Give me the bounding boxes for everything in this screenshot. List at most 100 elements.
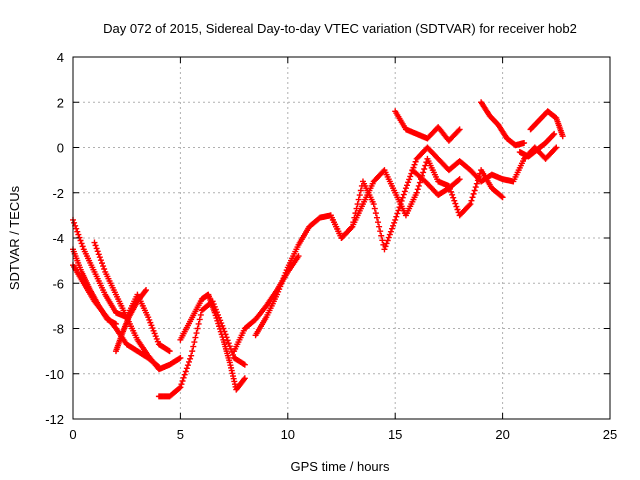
- data-point: [219, 334, 226, 341]
- series-track-4: [91, 239, 184, 373]
- series-track-1: [70, 216, 173, 355]
- data-point: [415, 182, 422, 189]
- series-track-5: [112, 287, 150, 355]
- data-point: [469, 194, 476, 201]
- data-point: [176, 385, 183, 392]
- data-point: [391, 219, 398, 226]
- data-point: [474, 177, 481, 184]
- data-point: [195, 320, 202, 327]
- data-point: [471, 187, 478, 194]
- data-point: [295, 253, 302, 260]
- data-point: [455, 177, 462, 184]
- data-point: [282, 269, 289, 276]
- data-point: [71, 219, 78, 226]
- data-point: [386, 231, 393, 238]
- data-point: [94, 248, 101, 255]
- data-point: [98, 260, 105, 267]
- data-point: [148, 322, 155, 329]
- data-point: [193, 330, 200, 337]
- data-point: [455, 127, 462, 134]
- data-point: [373, 214, 380, 221]
- data-point: [187, 355, 194, 362]
- data-point: [456, 126, 463, 133]
- data-point: [475, 173, 482, 180]
- data-point: [190, 343, 197, 350]
- data-point: [370, 201, 377, 208]
- data-point: [405, 179, 412, 186]
- data-point: [212, 312, 219, 319]
- data-point: [412, 158, 419, 165]
- data-point: [185, 358, 192, 365]
- data-point: [375, 219, 382, 226]
- data-point: [77, 237, 84, 244]
- data-point: [191, 339, 198, 346]
- data-point: [179, 377, 186, 384]
- y-tick-label: -6: [52, 276, 64, 291]
- data-point: [214, 317, 221, 324]
- data-point: [181, 371, 188, 378]
- data-point: [372, 210, 379, 217]
- data-point: [416, 179, 423, 186]
- data-point: [278, 280, 285, 287]
- data-point: [241, 375, 248, 382]
- data-point: [154, 338, 161, 345]
- data-point: [382, 243, 389, 250]
- series-track-12: [409, 167, 463, 199]
- data-point: [392, 216, 399, 223]
- data-point: [406, 176, 413, 183]
- data-point: [150, 327, 157, 334]
- data-point: [225, 340, 232, 347]
- data-point: [451, 197, 458, 204]
- x-tick-label: 25: [603, 427, 617, 442]
- data-point: [274, 291, 281, 298]
- data-point: [143, 287, 150, 294]
- data-point: [473, 180, 480, 187]
- y-axis-ticks: -12 -10 -8 -6 -4 -2 0 2 4: [45, 50, 610, 427]
- data-point: [449, 191, 456, 198]
- chart-title: Day 072 of 2015, Sidereal Day-to-day VTE…: [103, 21, 577, 36]
- data-point: [196, 316, 203, 323]
- data-point: [151, 330, 158, 337]
- y-tick-label: -10: [45, 367, 64, 382]
- data-point: [387, 228, 394, 235]
- data-point: [188, 352, 195, 359]
- y-tick-label: -8: [52, 322, 64, 337]
- data-point: [411, 161, 418, 168]
- data-point: [378, 232, 385, 239]
- data-point: [213, 315, 220, 322]
- data-point: [552, 145, 559, 152]
- data-point: [281, 272, 288, 279]
- data-point: [385, 234, 392, 241]
- data-point: [420, 169, 427, 176]
- data-point: [152, 333, 159, 340]
- data-point: [395, 207, 402, 214]
- data-point: [452, 200, 459, 207]
- data-point: [240, 376, 247, 383]
- data-point: [550, 131, 557, 138]
- data-point: [180, 374, 187, 381]
- y-axis-label: SDTVAR / TECUs: [7, 185, 22, 290]
- x-tick-label: 15: [388, 427, 402, 442]
- data-point: [377, 228, 384, 235]
- data-point: [454, 206, 461, 213]
- data-point: [467, 201, 474, 208]
- data-point: [142, 288, 149, 295]
- data-point: [146, 316, 153, 323]
- data-point: [276, 286, 283, 293]
- data-point: [450, 194, 457, 201]
- series-track-15: [516, 130, 558, 160]
- series-track-13: [478, 99, 528, 149]
- data-point: [422, 162, 429, 169]
- data-point: [183, 365, 190, 372]
- data-point: [230, 351, 237, 358]
- data-point: [376, 223, 383, 230]
- data-point: [466, 202, 473, 209]
- y-tick-label: 2: [57, 95, 64, 110]
- data-point: [551, 130, 558, 137]
- data-point: [211, 309, 218, 316]
- data-point: [390, 222, 397, 229]
- data-point: [74, 228, 81, 235]
- data-point: [472, 184, 479, 191]
- data-point: [275, 288, 282, 295]
